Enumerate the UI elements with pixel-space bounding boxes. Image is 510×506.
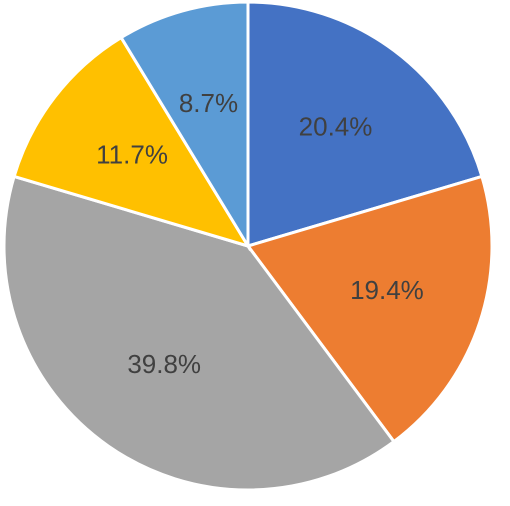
data-label: 39.8% — [127, 349, 201, 379]
data-label: 20.4% — [299, 112, 373, 142]
pie-slice — [245, 174, 494, 444]
pie-slice — [2, 174, 396, 492]
pie-slice — [246, 0, 484, 249]
pie-slice — [12, 35, 252, 249]
data-label: 11.7% — [96, 140, 168, 170]
pie-slice — [119, 0, 250, 252]
data-label: 8.7% — [179, 88, 238, 118]
data-label: 19.4% — [350, 275, 424, 305]
